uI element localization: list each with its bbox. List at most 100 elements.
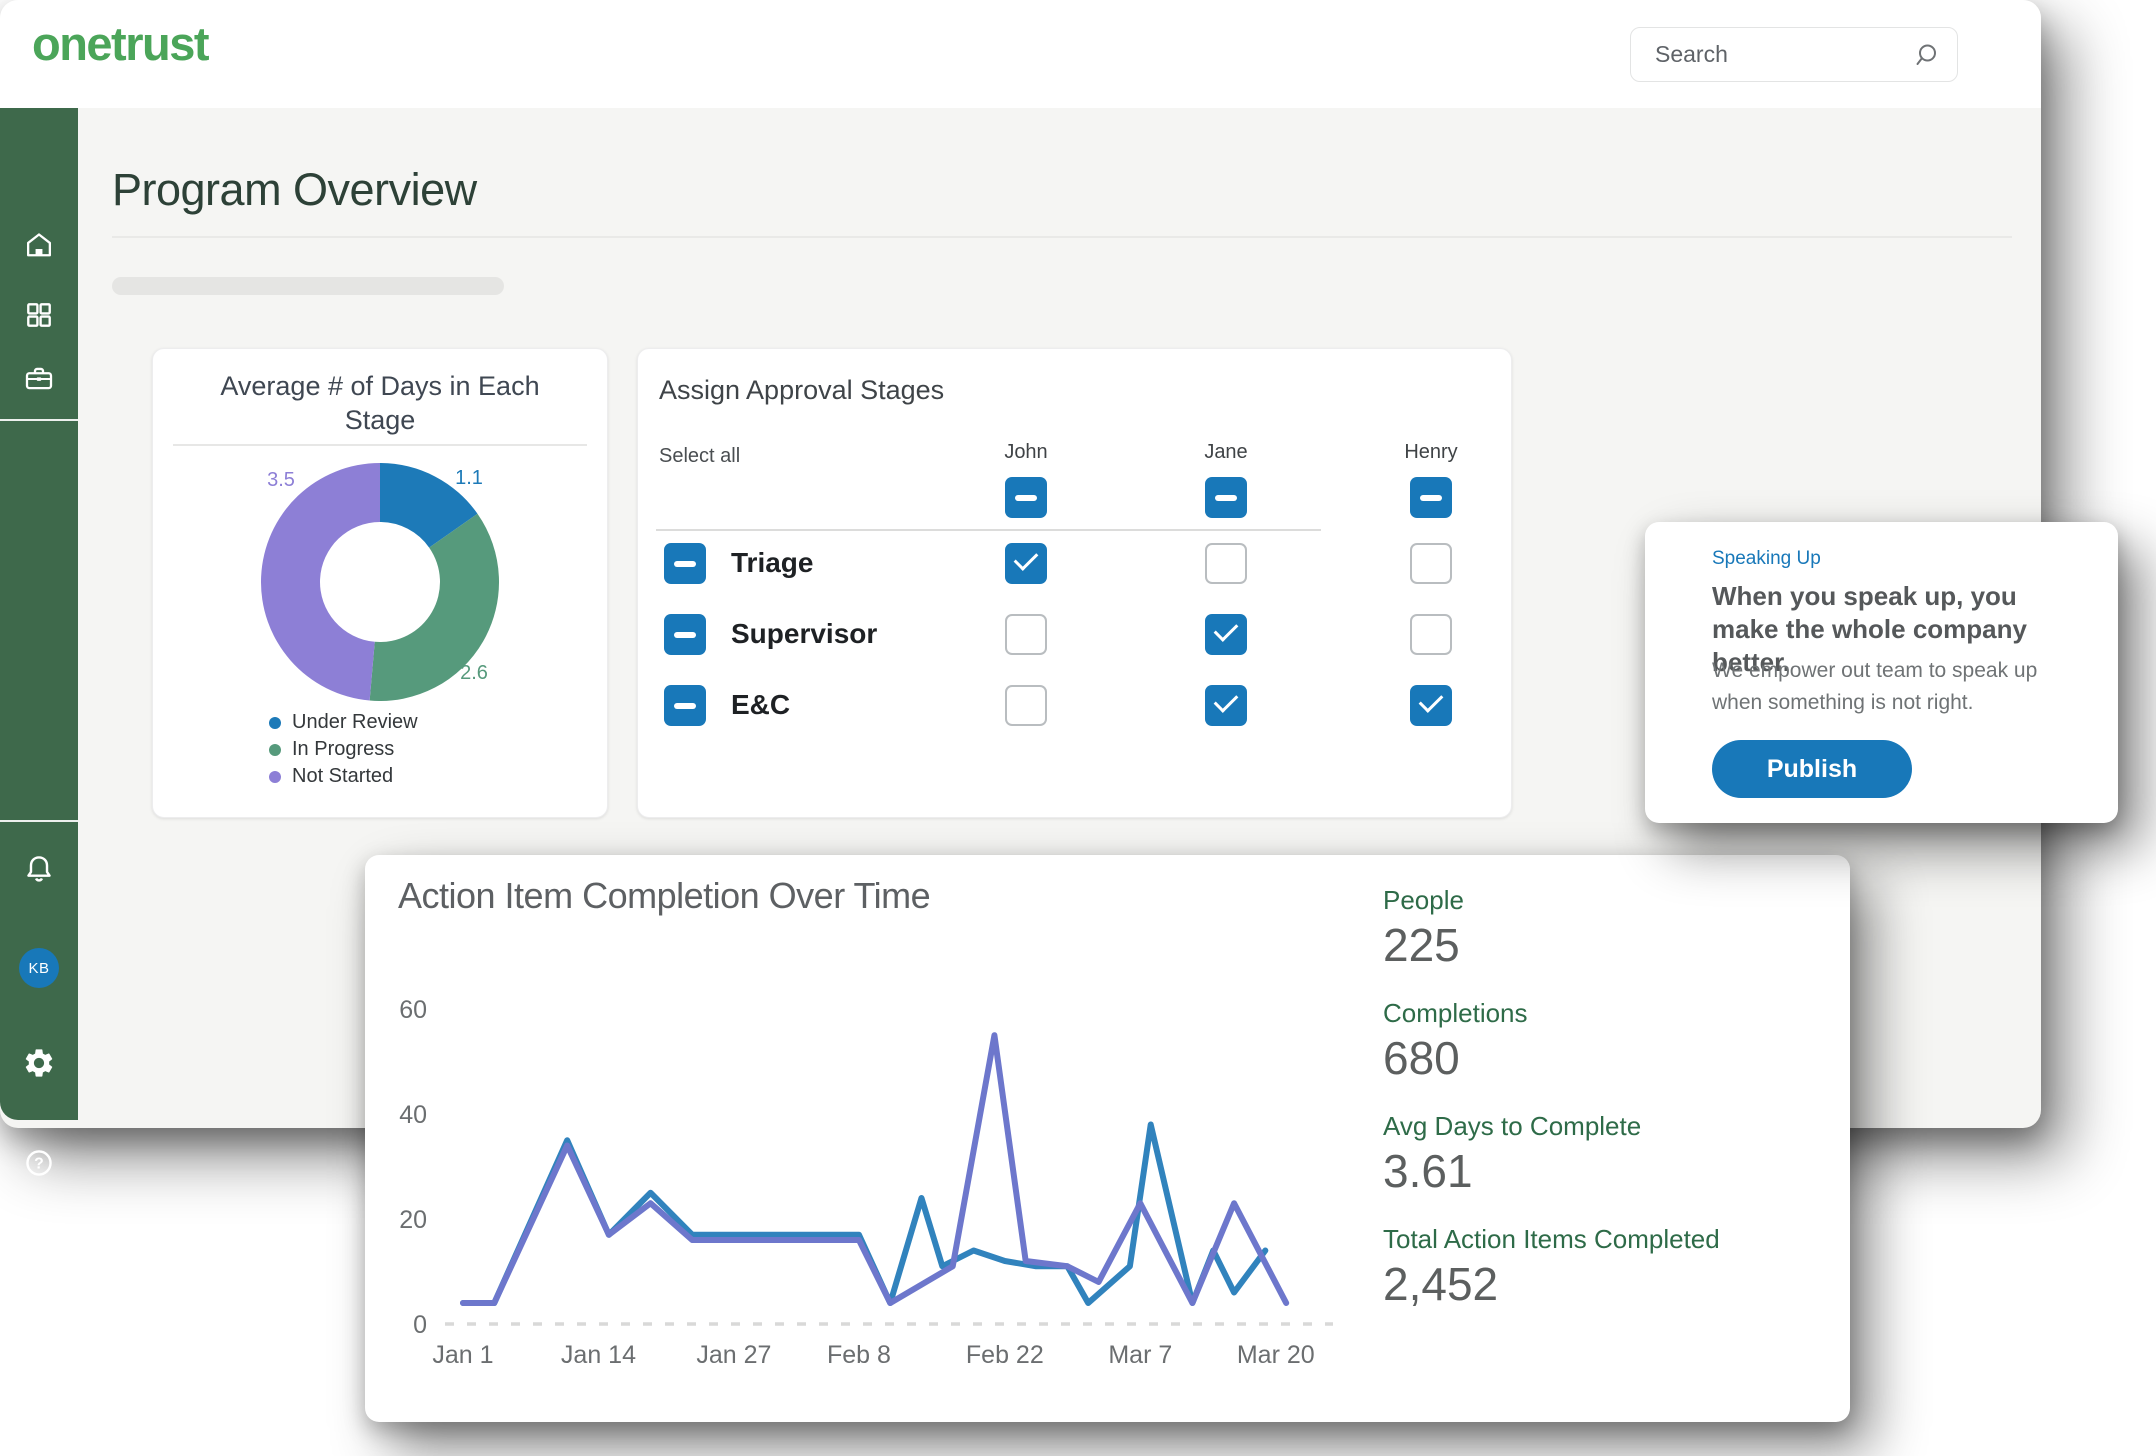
assign-approval-card: Assign Approval Stages Select all John Ja… bbox=[637, 348, 1512, 818]
onetrust-logo: onetrust bbox=[32, 17, 210, 70]
select-all-checkbox-henry[interactable] bbox=[1410, 477, 1452, 518]
legend-item: In Progress bbox=[269, 736, 418, 763]
sidebar-item-home[interactable] bbox=[22, 228, 56, 262]
select-all-checkbox-john[interactable] bbox=[1005, 477, 1047, 518]
y-tick-label: 60 bbox=[399, 996, 427, 1024]
checkbox-supervisor-john[interactable] bbox=[1005, 614, 1047, 655]
donut-chart-title: Average # of Days in Each Stage bbox=[220, 371, 540, 435]
column-label-jane: Jane bbox=[1204, 441, 1248, 463]
x-tick-label: Feb 8 bbox=[827, 1341, 891, 1369]
avg-days-card: Average # of Days in Each Stage 3.5 1.1 … bbox=[152, 348, 608, 818]
checkbox-supervisor-jane[interactable] bbox=[1205, 614, 1247, 655]
stage-row-supervisor: Supervisor bbox=[638, 614, 1511, 656]
publish-button[interactable]: Publish bbox=[1712, 740, 1912, 798]
legend-label: Under Review bbox=[292, 711, 418, 733]
column-label-henry: Henry bbox=[1404, 441, 1458, 463]
legend-label: Not Started bbox=[292, 765, 394, 787]
stats-column: People 225 Completions 680 Avg Days to C… bbox=[1383, 883, 1720, 1335]
skeleton-placeholder-bar bbox=[112, 277, 504, 295]
gear-icon bbox=[25, 1049, 53, 1077]
sidebar-item-settings[interactable] bbox=[22, 1046, 56, 1080]
completion-chart-title: Action Item Completion Over Time bbox=[398, 875, 931, 916]
bell-icon bbox=[27, 856, 51, 882]
sidebar-item-workspace[interactable] bbox=[22, 362, 56, 396]
checkbox-ec-henry[interactable] bbox=[1410, 685, 1452, 726]
column-label-john: John bbox=[1004, 441, 1048, 463]
stage-label: Supervisor bbox=[731, 618, 878, 649]
legend-dot-in-progress bbox=[269, 743, 281, 756]
stat-label: People bbox=[1383, 885, 1464, 915]
donut-chart bbox=[261, 463, 499, 701]
stat-value: 3.61 bbox=[1383, 1145, 1473, 1197]
x-tick-label: Jan 14 bbox=[561, 1341, 636, 1369]
stat-value: 2,452 bbox=[1383, 1258, 1499, 1310]
y-tick-label: 0 bbox=[413, 1311, 427, 1339]
stat-completions: Completions 680 bbox=[1383, 996, 1720, 1086]
legend-item: Under Review bbox=[269, 709, 418, 736]
legend-item: Not Started bbox=[269, 763, 418, 790]
select-all-label: Select all bbox=[659, 445, 741, 467]
donut-slice-in-progress bbox=[369, 513, 499, 701]
row-select-checkbox-supervisor[interactable] bbox=[664, 614, 706, 655]
top-header: onetrust bbox=[0, 0, 2041, 108]
x-tick-label: Feb 22 bbox=[966, 1341, 1044, 1369]
row-select-checkbox-ec[interactable] bbox=[664, 685, 706, 726]
sidebar-divider-bottom bbox=[0, 820, 78, 822]
x-tick-label: Mar 7 bbox=[1108, 1341, 1172, 1369]
stage-label: Triage bbox=[731, 547, 814, 578]
speaking-up-body: We empower out team to speak up when som… bbox=[1712, 659, 2038, 714]
checkbox-supervisor-henry[interactable] bbox=[1410, 614, 1452, 655]
indigo-line bbox=[460, 1032, 1290, 1306]
donut-card-divider bbox=[173, 444, 587, 446]
briefcase-icon bbox=[25, 367, 53, 390]
completion-chart-card: Action Item Completion Over Time 0 20 40 60… bbox=[365, 855, 1850, 1422]
donut-value-under-review: 1.1 bbox=[455, 467, 483, 489]
stat-label: Total Action Items Completed bbox=[1383, 1224, 1720, 1254]
x-tick-label: Jan 1 bbox=[432, 1341, 493, 1369]
select-all-checkbox-jane[interactable] bbox=[1205, 477, 1247, 518]
stat-value: 225 bbox=[1383, 919, 1460, 971]
sidebar-divider-top bbox=[0, 419, 78, 421]
approval-card-title: Assign Approval Stages bbox=[659, 375, 945, 405]
search-icon[interactable] bbox=[1913, 42, 1939, 68]
speaking-up-card: Speaking Up When you speak up, you make … bbox=[1645, 522, 2118, 823]
legend-dot-under-review bbox=[269, 716, 281, 729]
avatar-initials: KB bbox=[28, 959, 50, 977]
stage-label: E&C bbox=[731, 689, 791, 720]
home-icon bbox=[27, 233, 51, 257]
sidebar-item-notifications[interactable] bbox=[22, 852, 56, 886]
search-input[interactable] bbox=[1631, 28, 1957, 81]
row-select-checkbox-triage[interactable] bbox=[664, 543, 706, 584]
svg-text:?: ? bbox=[34, 1155, 44, 1172]
x-tick-label: Mar 20 bbox=[1237, 1341, 1315, 1369]
donut-value-in-progress: 2.6 bbox=[460, 662, 488, 684]
page-title: Program Overview bbox=[112, 164, 477, 215]
legend-label: In Progress bbox=[292, 738, 395, 760]
title-divider bbox=[112, 236, 2012, 238]
sidebar-item-help[interactable]: ? bbox=[22, 1146, 56, 1180]
legend-dot-not-started bbox=[269, 770, 281, 783]
approval-header-divider bbox=[656, 529, 1321, 531]
search-box bbox=[1630, 27, 1958, 82]
avatar[interactable]: KB bbox=[19, 948, 59, 988]
donut-legend: Under Review In Progress Not Started bbox=[269, 709, 418, 790]
checkbox-triage-jane[interactable] bbox=[1205, 543, 1247, 584]
stat-total-items: Total Action Items Completed 2,452 bbox=[1383, 1222, 1720, 1312]
stage-row-ec: E&C bbox=[638, 685, 1511, 727]
checkbox-ec-john[interactable] bbox=[1005, 685, 1047, 726]
help-icon: ? bbox=[26, 1150, 52, 1176]
checkbox-ec-jane[interactable] bbox=[1205, 685, 1247, 726]
completion-line-chart: 0 20 40 60 Jan 1 Jan 14 Jan 27 Feb 8 Feb 22 Mar 7… bbox=[399, 996, 1333, 1369]
checkbox-triage-henry[interactable] bbox=[1410, 543, 1452, 584]
checkbox-triage-john[interactable] bbox=[1005, 543, 1047, 584]
y-tick-label: 20 bbox=[399, 1206, 427, 1234]
y-tick-label: 40 bbox=[399, 1101, 427, 1129]
donut-slice-under-review bbox=[380, 463, 478, 548]
stage-row-triage: Triage bbox=[638, 543, 1511, 585]
apps-grid-icon bbox=[27, 303, 51, 327]
stat-avg-days: Avg Days to Complete 3.61 bbox=[1383, 1109, 1720, 1199]
stat-label: Avg Days to Complete bbox=[1383, 1111, 1642, 1141]
sidebar-item-apps[interactable] bbox=[22, 298, 56, 332]
sidebar: KB ? bbox=[0, 108, 78, 1176]
donut-slice-not-started bbox=[261, 463, 380, 701]
